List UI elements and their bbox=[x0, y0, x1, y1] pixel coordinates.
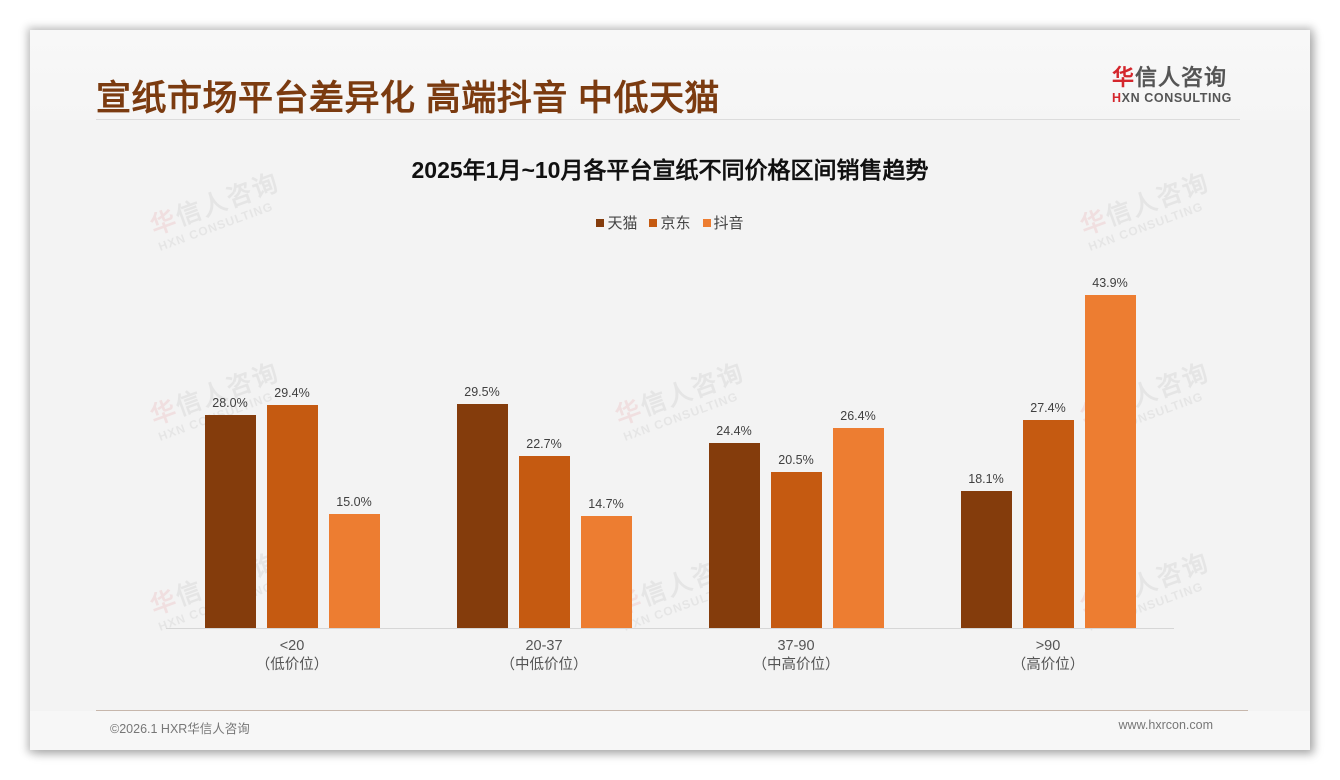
slide: 宣纸市场平台差异化 高端抖音 中低天猫 华信人咨询 HXN CONSULTING… bbox=[30, 30, 1310, 750]
header-band bbox=[30, 30, 1310, 120]
data-label: 28.0% bbox=[212, 396, 248, 411]
bar-group: 24.4% 20.5% 26.4% 37-90 （中高价位） bbox=[670, 30, 922, 750]
bar bbox=[960, 490, 1012, 628]
chart-legend: 天猫 京东 抖音 bbox=[30, 212, 1310, 233]
data-label: 15.0% bbox=[336, 495, 372, 510]
bar bbox=[1022, 420, 1074, 628]
data-label: 22.7% bbox=[526, 436, 562, 451]
bar bbox=[832, 427, 884, 628]
legend-swatch-icon bbox=[702, 218, 711, 227]
bar bbox=[580, 516, 632, 628]
header-divider bbox=[96, 119, 1240, 120]
legend-label: 天猫 bbox=[607, 215, 638, 232]
bar bbox=[770, 472, 822, 628]
logo-en-first: H bbox=[1112, 91, 1122, 105]
logo-cn-rest: 信人咨询 bbox=[1135, 65, 1228, 90]
logo-en: HXN CONSULTING bbox=[1112, 91, 1242, 105]
category-range: 20-37 bbox=[525, 638, 563, 654]
logo-en-rest: XN CONSULTING bbox=[1121, 91, 1232, 105]
category-sublabel: （高价位） bbox=[1011, 657, 1085, 673]
data-label: 29.4% bbox=[274, 385, 310, 400]
category-range: >90 bbox=[1035, 638, 1061, 654]
category-range: 37-90 bbox=[777, 638, 815, 654]
data-label: 29.5% bbox=[464, 385, 500, 400]
category-range: <20 bbox=[279, 638, 305, 654]
bar bbox=[1084, 294, 1136, 628]
data-label: 20.5% bbox=[778, 453, 814, 468]
legend-label: 京东 bbox=[660, 215, 691, 232]
chart-title: 2025年1月~10月各平台宣纸不同价格区间销售趋势 bbox=[411, 157, 929, 183]
x-axis-category-label: 37-90 （中高价位） bbox=[670, 637, 922, 675]
data-label: 43.9% bbox=[1092, 275, 1128, 290]
data-label: 18.1% bbox=[968, 471, 1004, 486]
category-sublabel: （中低价位） bbox=[500, 657, 588, 673]
bar bbox=[328, 514, 380, 628]
category-sublabel: （中高价位） bbox=[752, 657, 840, 673]
bar-group: 28.0% 29.4% 15.0% <20 （低价位） bbox=[166, 30, 418, 750]
bar-group: 18.1% 27.4% 43.9% >90 （高价位） bbox=[922, 30, 1174, 750]
bar bbox=[204, 415, 256, 628]
footer-copyright: ©2026.1 HXR华信人咨询 bbox=[110, 722, 250, 736]
bar bbox=[708, 442, 760, 628]
data-label: 24.4% bbox=[716, 423, 752, 438]
bar bbox=[266, 404, 318, 628]
x-axis-category-label: >90 （高价位） bbox=[922, 637, 1174, 675]
category-sublabel: （低价位） bbox=[255, 657, 329, 673]
bar bbox=[518, 455, 570, 628]
bar bbox=[456, 404, 508, 628]
logo-cn: 华信人咨询 bbox=[1112, 65, 1242, 91]
legend-swatch-icon bbox=[649, 218, 658, 227]
bar-group: 29.5% 22.7% 14.7% 20-37 （中低价位） bbox=[418, 30, 670, 750]
logo-cn-first: 华 bbox=[1112, 65, 1136, 90]
legend-swatch-icon bbox=[596, 218, 605, 227]
data-label: 26.4% bbox=[840, 408, 876, 423]
legend-item-douyin: 抖音 bbox=[702, 212, 744, 233]
x-axis-category-label: 20-37 （中低价位） bbox=[418, 637, 670, 675]
legend-item-jd: 京东 bbox=[649, 212, 691, 233]
footer-divider bbox=[96, 710, 1248, 711]
company-logo: 华信人咨询 HXN CONSULTING bbox=[1112, 65, 1242, 105]
footer-website: www.hxrcon.com bbox=[1118, 718, 1213, 732]
x-axis-line bbox=[166, 628, 1174, 629]
legend-label: 抖音 bbox=[713, 215, 744, 232]
legend-item-tmall: 天猫 bbox=[596, 212, 637, 233]
bar-chart-plot: 28.0% 29.4% 15.0% <20 （低价位） 29.5% 22.7% 14.7% 20… bbox=[30, 30, 1310, 750]
page-title: 宣纸市场平台差异化 高端抖音 中低天猫 bbox=[96, 79, 720, 118]
footer-band bbox=[30, 711, 1310, 750]
x-axis-category-label: <20 （低价位） bbox=[166, 637, 418, 675]
data-label: 14.7% bbox=[588, 497, 624, 512]
data-label: 27.4% bbox=[1030, 401, 1066, 416]
